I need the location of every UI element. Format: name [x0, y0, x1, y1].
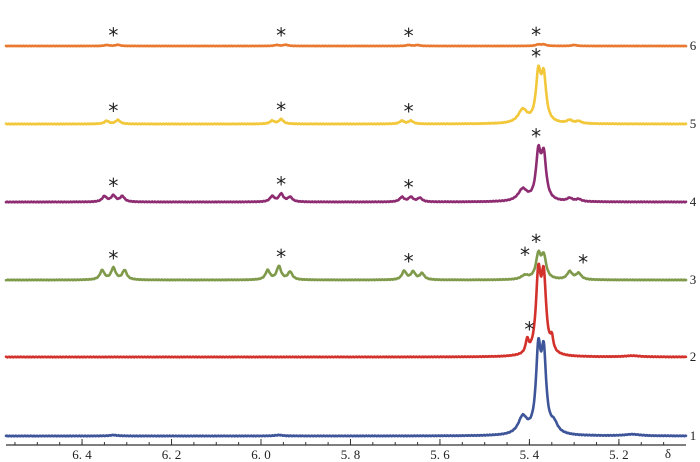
x-tick-label: 6. 0 — [251, 447, 271, 462]
peak-marker-6-0: * — [108, 24, 118, 48]
trace-label-4: 4 — [690, 194, 697, 209]
spectrum-trace-2 — [4, 262, 688, 359]
peak-marker-3-1: * — [276, 245, 286, 269]
peak-marker-5-3: * — [531, 45, 541, 69]
peak-marker-6-3: * — [531, 23, 541, 47]
x-tick-label: 5. 6 — [430, 447, 450, 462]
peak-marker-3-4: * — [578, 250, 588, 274]
spectrum-trace-4 — [4, 143, 688, 204]
peak-marker-4-2: * — [404, 176, 414, 200]
trace-label-3: 3 — [690, 272, 697, 287]
peak-marker-6-1: * — [276, 24, 286, 48]
trace-label-2: 2 — [690, 349, 697, 364]
x-tick-label: 5. 2 — [609, 447, 629, 462]
x-tick-label: 6. 2 — [162, 447, 182, 462]
peak-marker-6-2: * — [404, 24, 414, 48]
trace-labels: 1 2 3 4 5 6 — [690, 38, 697, 443]
peak-marker-3-3: * — [531, 230, 541, 254]
spectrum-trace-6 — [4, 42, 688, 48]
x-axis-ticks: 6. 4 6. 2 6. 0 5. 8 5. 6 5. 4 5. 2 — [14, 439, 665, 462]
trace-label-6: 6 — [690, 38, 697, 53]
peak-marker-3-0: * — [108, 246, 118, 270]
peak-marker-5-0: * — [108, 99, 118, 123]
peak-marker-2-0: * — [520, 243, 530, 267]
x-tick-label: 5. 8 — [341, 447, 361, 462]
x-axis-label: δ — [665, 446, 671, 461]
peak-marker-5-1: * — [276, 98, 286, 122]
spectrum-trace-3 — [4, 249, 688, 282]
peak-marker-4-0: * — [108, 174, 118, 198]
peak-markers: *** * **** * *** * *** * * * — [108, 23, 588, 341]
trace-label-1: 1 — [690, 428, 697, 443]
peak-marker-5-2: * — [404, 100, 414, 124]
spectrum-trace-1 — [4, 337, 688, 438]
peak-marker-4-1: * — [276, 172, 286, 196]
peak-marker-3-2: * — [404, 250, 414, 274]
x-tick-label: 5. 4 — [520, 447, 540, 462]
spectrum-trace-5 — [4, 64, 688, 126]
x-tick-label: 6. 4 — [72, 447, 92, 462]
trace-label-5: 5 — [690, 116, 697, 131]
x-axis: 6. 4 6. 2 6. 0 5. 8 5. 6 5. 4 5. 2 δ — [6, 439, 686, 462]
spectra-traces — [4, 42, 688, 438]
peak-marker-1-0: * — [524, 318, 534, 342]
peak-marker-4-3: * — [531, 124, 541, 148]
